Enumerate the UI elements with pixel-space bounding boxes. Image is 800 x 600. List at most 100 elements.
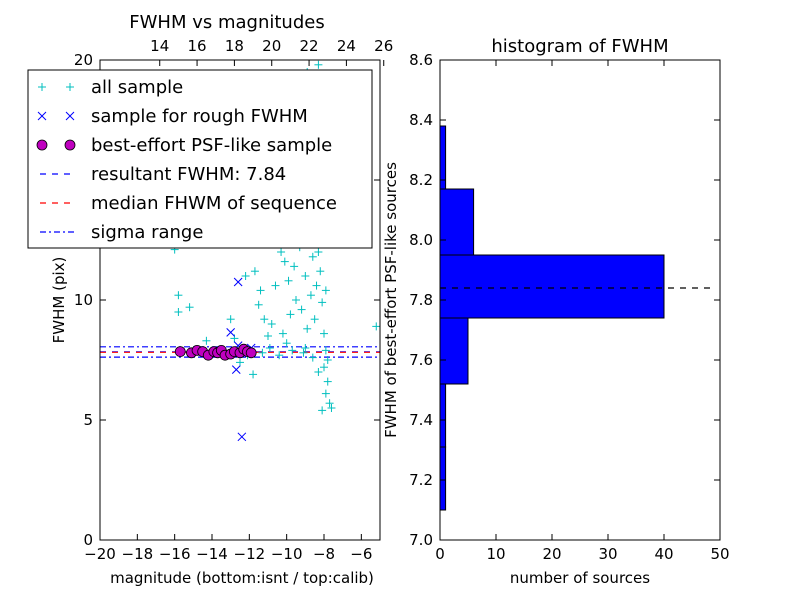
scatter-point xyxy=(314,368,323,376)
scatter-point xyxy=(280,257,289,266)
legend-entries: all sample sample for rough FWHM best-effo… xyxy=(36,77,337,243)
legend-label: sigma range xyxy=(91,222,203,243)
scatter-point xyxy=(292,296,300,304)
scatter-point xyxy=(314,60,323,69)
x-tick-label: −16 xyxy=(159,545,191,563)
scatter-point xyxy=(267,320,276,328)
scatter-point xyxy=(308,353,317,362)
x-tick-label: −10 xyxy=(271,545,303,563)
scatter-point xyxy=(301,272,310,280)
y-tick-label: 0 xyxy=(83,531,93,549)
scatter-point xyxy=(282,339,291,348)
left-x-axis-label: magnitude (bottom:isnt / top:calib) xyxy=(110,569,374,587)
y-tick-label: 20 xyxy=(74,51,93,69)
top-tick-label: 20 xyxy=(262,37,281,55)
x-tick-label: 10 xyxy=(486,545,505,563)
legend-marker xyxy=(36,139,48,151)
legend-label: all sample xyxy=(91,77,183,98)
scatter-point xyxy=(226,315,235,324)
legend-marker xyxy=(64,139,76,151)
scatter-point xyxy=(245,347,257,359)
scatter-point xyxy=(308,252,317,261)
scatter-point xyxy=(301,344,310,352)
top-tick-label: 18 xyxy=(225,37,244,55)
right-y-axis-label: FWHM of best-effort PSF-like sources xyxy=(382,162,400,438)
right-y-ticks: 7.0 7.2 7.4 7.6 7.8 8.0 8.2 8.4 8.6 xyxy=(409,51,720,549)
x-tick-label: −6 xyxy=(350,545,372,563)
left-scatter-panel: −20 −18 −16 −14 −12 −10 −8 −6 14 16 18 20 22 24 26 0 5… xyxy=(27,12,393,587)
scatter-point xyxy=(265,344,274,352)
top-tick-label: 26 xyxy=(374,37,393,55)
legend-marker xyxy=(38,83,46,91)
left-chart-title: FWHM vs magnitudes xyxy=(129,12,324,33)
left-top-ticks: 14 16 18 20 22 24 26 xyxy=(150,37,393,66)
x-tick-label: −8 xyxy=(313,545,335,563)
x-tick-label: 40 xyxy=(654,545,673,563)
x-tick-label: 50 xyxy=(710,545,729,563)
histogram-bar xyxy=(439,188,475,256)
right-x-axis-label: number of sources xyxy=(510,569,650,587)
scatter-point xyxy=(321,389,330,398)
legend-entry: resultant FWHM: 7.84 xyxy=(40,164,286,185)
scatter-point xyxy=(249,370,258,379)
scatter-point xyxy=(318,406,327,415)
scatter-point xyxy=(233,277,243,287)
scatter-point xyxy=(250,267,259,276)
right-histogram-panel: 0 10 20 30 40 50 7.07.27.47.67.88.08.28.48.6 … xyxy=(382,36,730,587)
scatter-point xyxy=(325,399,334,408)
scatter-point xyxy=(260,315,269,324)
scatter-point xyxy=(372,322,381,331)
scatter-point xyxy=(202,336,211,345)
histogram-bar xyxy=(439,254,665,319)
legend-label: best-effort PSF-like sample xyxy=(91,135,332,156)
left-y-axis-label: FWHM (pix) xyxy=(50,257,68,344)
scatter-point xyxy=(310,315,319,324)
scatter-point xyxy=(271,281,280,290)
scatter-point xyxy=(314,248,323,256)
scatter-point xyxy=(312,281,321,290)
y-tick-label: 8.2 xyxy=(409,171,433,189)
scatter-point xyxy=(323,377,332,386)
legend-entry: sample for rough FWHM xyxy=(37,106,308,127)
scatter-point xyxy=(284,276,293,285)
top-tick-label: 16 xyxy=(188,37,207,55)
legend-entry: best-effort PSF-like sample xyxy=(36,135,332,156)
x-tick-label: −20 xyxy=(84,545,116,563)
y-tick-label: 5 xyxy=(83,411,93,429)
scatter-point xyxy=(299,348,308,357)
scatter-point xyxy=(277,248,286,256)
y-tick-label: 7.6 xyxy=(409,351,433,369)
y-tick-label: 7.8 xyxy=(409,291,433,309)
scatter-point xyxy=(323,356,332,364)
top-tick-label: 22 xyxy=(300,37,319,55)
scatter-point xyxy=(303,324,312,333)
legend-label: median FHWM of sequence xyxy=(91,193,337,214)
top-tick-label: 14 xyxy=(150,37,169,55)
legend-marker xyxy=(65,111,75,121)
scatter-point xyxy=(288,346,297,355)
scatter-point xyxy=(321,286,330,295)
legend-marker xyxy=(37,111,47,121)
scatter-point xyxy=(226,328,236,337)
legend-marker xyxy=(66,83,74,91)
right-x-ticks: 0 10 20 30 40 50 xyxy=(435,60,730,563)
scatter-point xyxy=(256,286,265,295)
scatter-point xyxy=(318,298,327,307)
right-chart-title: histogram of FWHM xyxy=(491,36,668,57)
legend: all sample sample for rough FWHM best-effo… xyxy=(27,69,373,249)
y-tick-label: 7.4 xyxy=(409,411,433,429)
scatter-point xyxy=(297,305,306,314)
y-tick-label: 8.0 xyxy=(409,231,433,249)
x-tick-label: −14 xyxy=(196,545,228,563)
scatter-point xyxy=(185,303,194,312)
scatter-point xyxy=(286,310,295,319)
legend-label: resultant FWHM: 7.84 xyxy=(91,164,286,185)
scatter-point xyxy=(316,267,325,276)
scatter-point xyxy=(258,348,267,357)
scatter-point xyxy=(320,363,328,372)
legend-label: sample for rough FWHM xyxy=(91,106,308,127)
histogram-bar xyxy=(439,383,447,448)
scatter-point xyxy=(241,272,250,280)
scatter-point xyxy=(327,404,336,412)
